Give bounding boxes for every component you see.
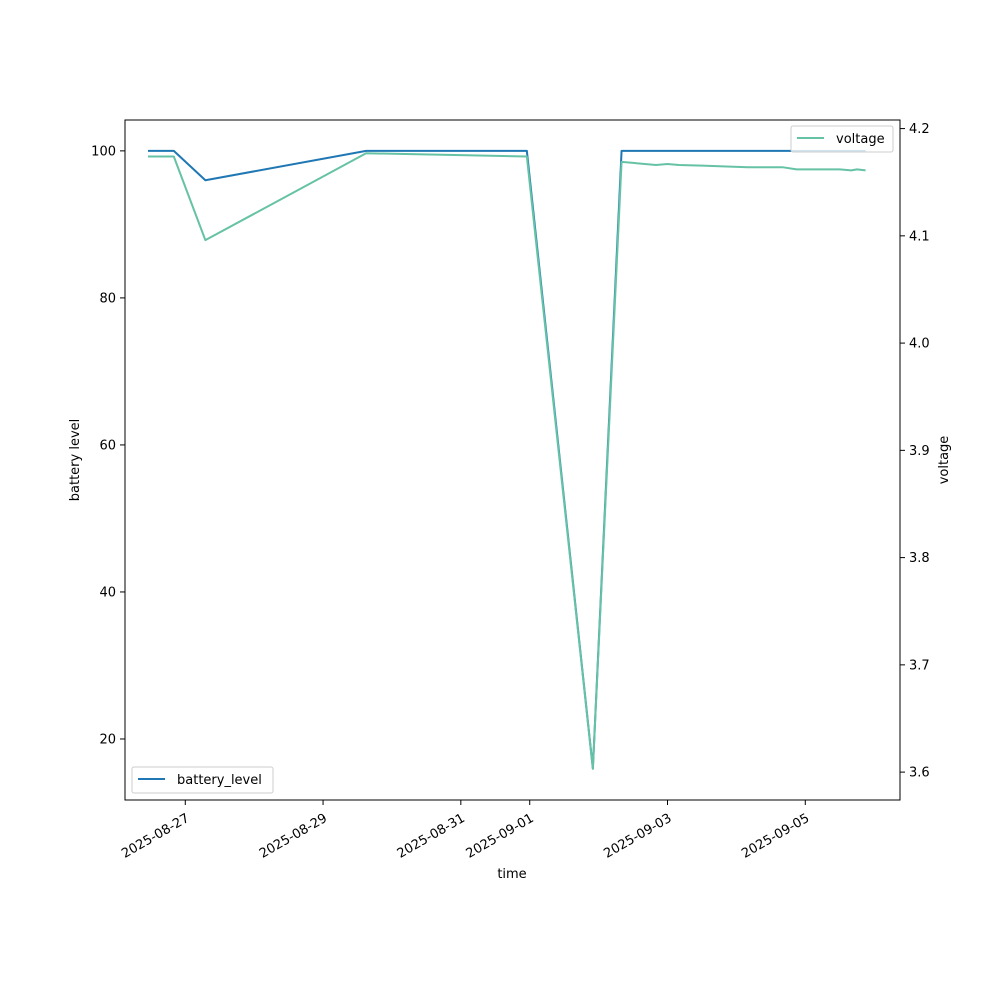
legend-battery-level-label: battery_level — [177, 773, 262, 788]
y-left-tick-label: 60 — [99, 438, 116, 453]
y-left-tick-label: 80 — [99, 291, 116, 306]
y-right-tick-label: 4.2 — [909, 122, 930, 137]
y-left-axis-label: battery level — [68, 419, 83, 502]
y-right-tick-label: 3.8 — [909, 551, 930, 566]
legend-battery-level-box — [131, 766, 274, 794]
x-axis-label: time — [497, 867, 526, 882]
series-line-voltage — [147, 152, 866, 770]
y-right-axis-ticks: 3.6 3.7 3.8 3.9 4.0 4.1 4.2 — [900, 122, 930, 781]
legend-battery-level: battery_level — [131, 766, 274, 794]
y-right-tick-label: 3.6 — [909, 766, 930, 781]
y-right-tick-label: 3.9 — [909, 444, 930, 459]
legend-voltage-box — [790, 125, 894, 153]
legend-voltage-label: voltage — [836, 132, 885, 147]
y-left-tick-label: 20 — [99, 732, 116, 747]
y-right-tick-label: 3.7 — [909, 658, 930, 673]
y-right-tick-label: 4.1 — [909, 229, 930, 244]
y-right-axis-label: voltage — [937, 436, 952, 485]
plot-area-frame — [124, 119, 901, 801]
y-left-axis-ticks: 20 40 60 80 100 — [91, 144, 125, 747]
y-left-tick-label: 40 — [99, 585, 116, 600]
y-left-tick-label: 100 — [91, 144, 116, 159]
legend-voltage: voltage — [790, 125, 894, 153]
y-right-tick-label: 4.0 — [909, 337, 930, 352]
